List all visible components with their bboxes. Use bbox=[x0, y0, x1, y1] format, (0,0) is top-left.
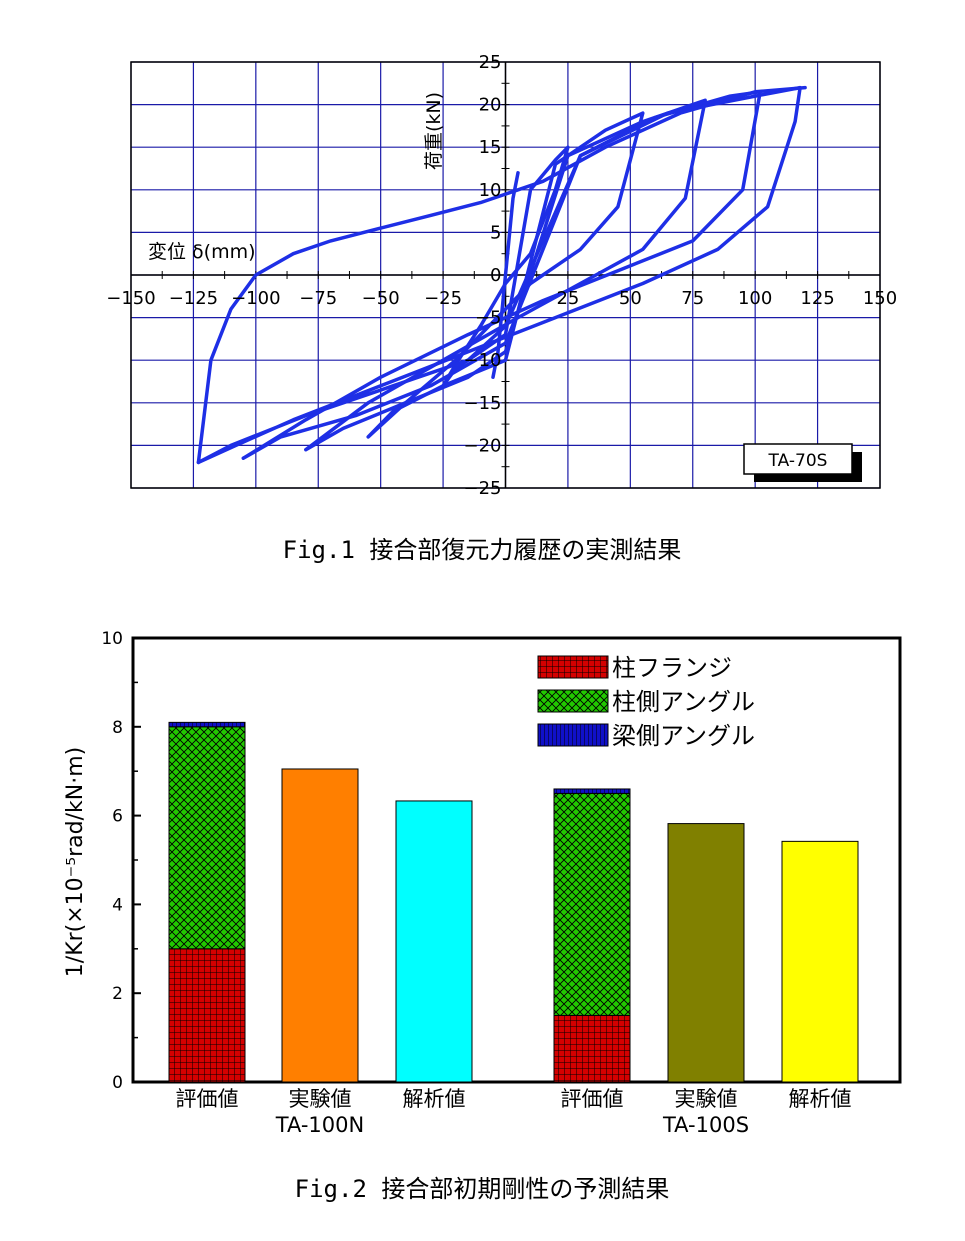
legend-label: 柱フランジ bbox=[612, 654, 732, 682]
legend-label: 柱側アングル bbox=[612, 688, 755, 716]
x-tick-label: −50 bbox=[362, 288, 400, 309]
hysteresis-loop bbox=[441, 145, 570, 388]
stacked-bar-segment bbox=[168, 948, 246, 1083]
figure-2-caption: Fig.2 接合部初期剛性の予測結果 bbox=[295, 1175, 670, 1203]
bar bbox=[395, 800, 473, 1083]
bars bbox=[168, 721, 859, 1083]
x-tick-label: 150 bbox=[863, 288, 897, 309]
bar-chart-axes: 0 2 4 6 8 10 bbox=[101, 629, 141, 1093]
y-tick-label: −25 bbox=[464, 478, 502, 499]
legend-box: TA-70S bbox=[743, 443, 862, 482]
x-axis-label: 変位 δ(mm) bbox=[148, 241, 256, 263]
x-tick-label: −150 bbox=[106, 288, 155, 309]
y-tick-label: 10 bbox=[101, 629, 123, 649]
hysteresis-loop bbox=[304, 98, 707, 452]
bar-plot-frame bbox=[131, 636, 902, 1084]
y-tick-label: 6 bbox=[112, 807, 123, 827]
legend-label: 梁側アングル bbox=[612, 722, 755, 750]
y-tick-label: −10 bbox=[464, 350, 502, 371]
y-tick-label: −15 bbox=[464, 393, 502, 414]
y-tick-label: 4 bbox=[112, 895, 123, 915]
category-label: 実験値 bbox=[675, 1087, 738, 1111]
hysteresis-curves bbox=[196, 85, 807, 465]
x-tick-label: 25 bbox=[556, 288, 579, 309]
category-label: 解析値 bbox=[789, 1087, 852, 1111]
x-tick-label: −100 bbox=[231, 288, 280, 309]
bar-y-axis-label: 1/Kr(×10⁻⁵rad/kN·m) bbox=[63, 747, 88, 977]
y-tick-label: 8 bbox=[112, 718, 123, 738]
legend-swatch bbox=[537, 723, 609, 747]
stacked-bar-segment bbox=[168, 726, 246, 950]
bar bbox=[781, 840, 859, 1083]
x-tick-label: −25 bbox=[424, 288, 462, 309]
hysteresis-chart: −150 −125 −100 −75 −50 −25 25 50 75 100 125 1502520… bbox=[106, 52, 897, 499]
y-tick-label: 10 bbox=[479, 180, 502, 201]
category-label: 解析値 bbox=[403, 1087, 466, 1111]
legend-swatch bbox=[537, 689, 609, 713]
bar bbox=[281, 768, 359, 1083]
y-axis-label: 荷重(kN) bbox=[423, 92, 445, 170]
y-tick-label: −5 bbox=[475, 308, 502, 329]
stacked-bar-segment bbox=[553, 792, 631, 1016]
category-label: 評価値 bbox=[561, 1087, 624, 1111]
y-tick-label: 0 bbox=[490, 265, 501, 286]
y-tick-label: 20 bbox=[479, 95, 502, 116]
y-tick-label: 2 bbox=[112, 984, 123, 1004]
x-tick-label: 75 bbox=[681, 288, 704, 309]
y-tick-label: −20 bbox=[464, 435, 502, 456]
y-tick-label: 5 bbox=[490, 222, 501, 243]
y-tick-label: 15 bbox=[479, 137, 502, 158]
category-labels: 評価値 実験値 解析値 評価値 実験値 解析値 TA-100N TA-100S bbox=[176, 1087, 852, 1137]
figure-1-caption-text: Fig.1 接合部復元力履歴の実測結果 bbox=[283, 536, 682, 564]
x-tick-label: 125 bbox=[800, 288, 834, 309]
stacked-bar-segment bbox=[553, 788, 631, 794]
x-tick-label: 50 bbox=[619, 288, 642, 309]
hysteresis-loop bbox=[196, 85, 802, 465]
group-label: TA-100N bbox=[275, 1113, 364, 1137]
x-tick-label: −75 bbox=[299, 288, 337, 309]
tick-labels: −150 −125 −100 −75 −50 −25 25 50 75 100 125 1502520… bbox=[106, 52, 897, 499]
x-tick-label: 100 bbox=[738, 288, 772, 309]
legend-swatch bbox=[537, 655, 609, 679]
group-label: TA-100S bbox=[662, 1113, 749, 1137]
stacked-bar-segment bbox=[168, 721, 246, 728]
hysteresis-loop bbox=[196, 85, 807, 465]
stacked-bar-segment bbox=[553, 1014, 631, 1083]
x-tick-label: −125 bbox=[169, 288, 218, 309]
bar bbox=[667, 823, 745, 1083]
legend-label: TA-70S bbox=[768, 451, 828, 471]
y-tick-label: 0 bbox=[112, 1073, 123, 1093]
category-label: 評価値 bbox=[176, 1087, 239, 1111]
category-label: 実験値 bbox=[289, 1087, 352, 1111]
y-tick-label: 25 bbox=[479, 52, 502, 73]
